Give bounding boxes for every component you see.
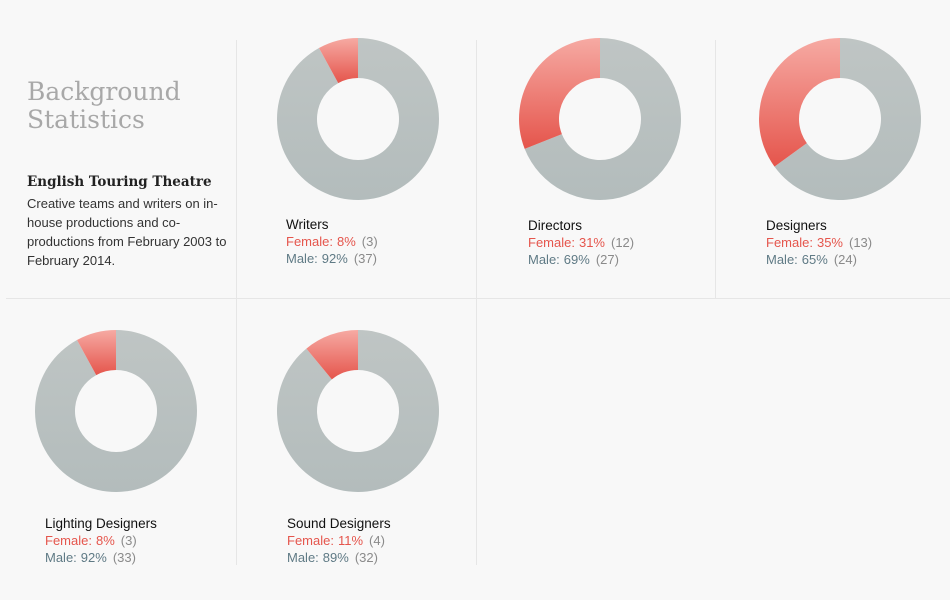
female-percent: 35% (816, 235, 843, 250)
slice-female (306, 330, 358, 380)
male-label: Male: (287, 550, 319, 565)
slice-female (519, 38, 600, 149)
donut-chart (759, 38, 921, 200)
chart-title: Designers (766, 218, 827, 233)
slice-male (277, 330, 439, 492)
male-count: (24) (833, 252, 857, 267)
legend-lighting-designers: Lighting Designers Female: 8% (3) Male: 92%… (45, 515, 157, 566)
male-count: (27) (595, 252, 619, 267)
donut-chart (277, 38, 439, 201)
slice-male (34, 330, 197, 492)
female-label: Female: (286, 234, 333, 249)
divider (476, 40, 477, 565)
chart-title: Writers (286, 217, 329, 232)
male-percent: 92% (321, 251, 348, 266)
female-count: (3) (120, 533, 137, 548)
female-count: (13) (849, 235, 873, 250)
organization-name: English Touring Theatre (27, 174, 212, 190)
divider (6, 298, 950, 299)
male-percent: 65% (801, 252, 828, 267)
female-percent: 8% (336, 234, 356, 249)
male-percent: 92% (80, 550, 107, 565)
male-label: Male: (766, 252, 798, 267)
donut-chart (277, 330, 439, 492)
female-percent: 31% (578, 235, 605, 250)
female-count: (3) (361, 234, 378, 249)
female-count: (4) (369, 533, 385, 548)
male-percent: 89% (322, 550, 349, 565)
page-title-line1: Background (27, 77, 181, 106)
donut-chart (519, 38, 681, 200)
male-label: Male: (45, 550, 77, 565)
divider (236, 40, 237, 565)
male-count: (33) (112, 550, 136, 565)
page-title-line2: Statistics (27, 105, 145, 134)
legend-sound-designers: Sound Designers Female: 11% (4) Male: 89% (3… (287, 515, 391, 566)
female-label: Female: (766, 235, 813, 250)
chart-title: Lighting Designers (45, 516, 157, 531)
chart-title: Directors (528, 218, 583, 233)
female-percent: 11% (337, 533, 364, 548)
female-label: Female: (287, 533, 334, 548)
male-label: Male: (528, 252, 560, 267)
male-count: (37) (353, 251, 377, 266)
chart-title: Sound Designers (287, 516, 391, 531)
female-label: Female: (45, 533, 92, 548)
slice-male (277, 38, 439, 201)
divider (715, 40, 716, 298)
legend-directors: Directors Female: 31% (12) Male: 69% (27) (528, 217, 634, 268)
female-count: (12) (611, 235, 635, 250)
female-label: Female: (528, 235, 575, 250)
slice-female (759, 38, 840, 167)
donut-chart (34, 330, 197, 492)
male-count: (32) (354, 550, 378, 565)
female-percent: 8% (95, 533, 115, 548)
slice-male (524, 38, 681, 200)
slice-male (774, 38, 921, 200)
slice-female (76, 330, 116, 376)
male-percent: 69% (563, 252, 590, 267)
slice-female (318, 38, 358, 84)
legend-designers: Designers Female: 35% (13) Male: 65% (24) (766, 217, 872, 268)
legend-writers: Writers Female: 8% (3) Male: 92% (37) (286, 216, 378, 267)
male-label: Male: (286, 251, 318, 266)
page-title: Background Statistics (27, 78, 181, 134)
description: Creative teams and writers on in-house p… (27, 196, 227, 268)
